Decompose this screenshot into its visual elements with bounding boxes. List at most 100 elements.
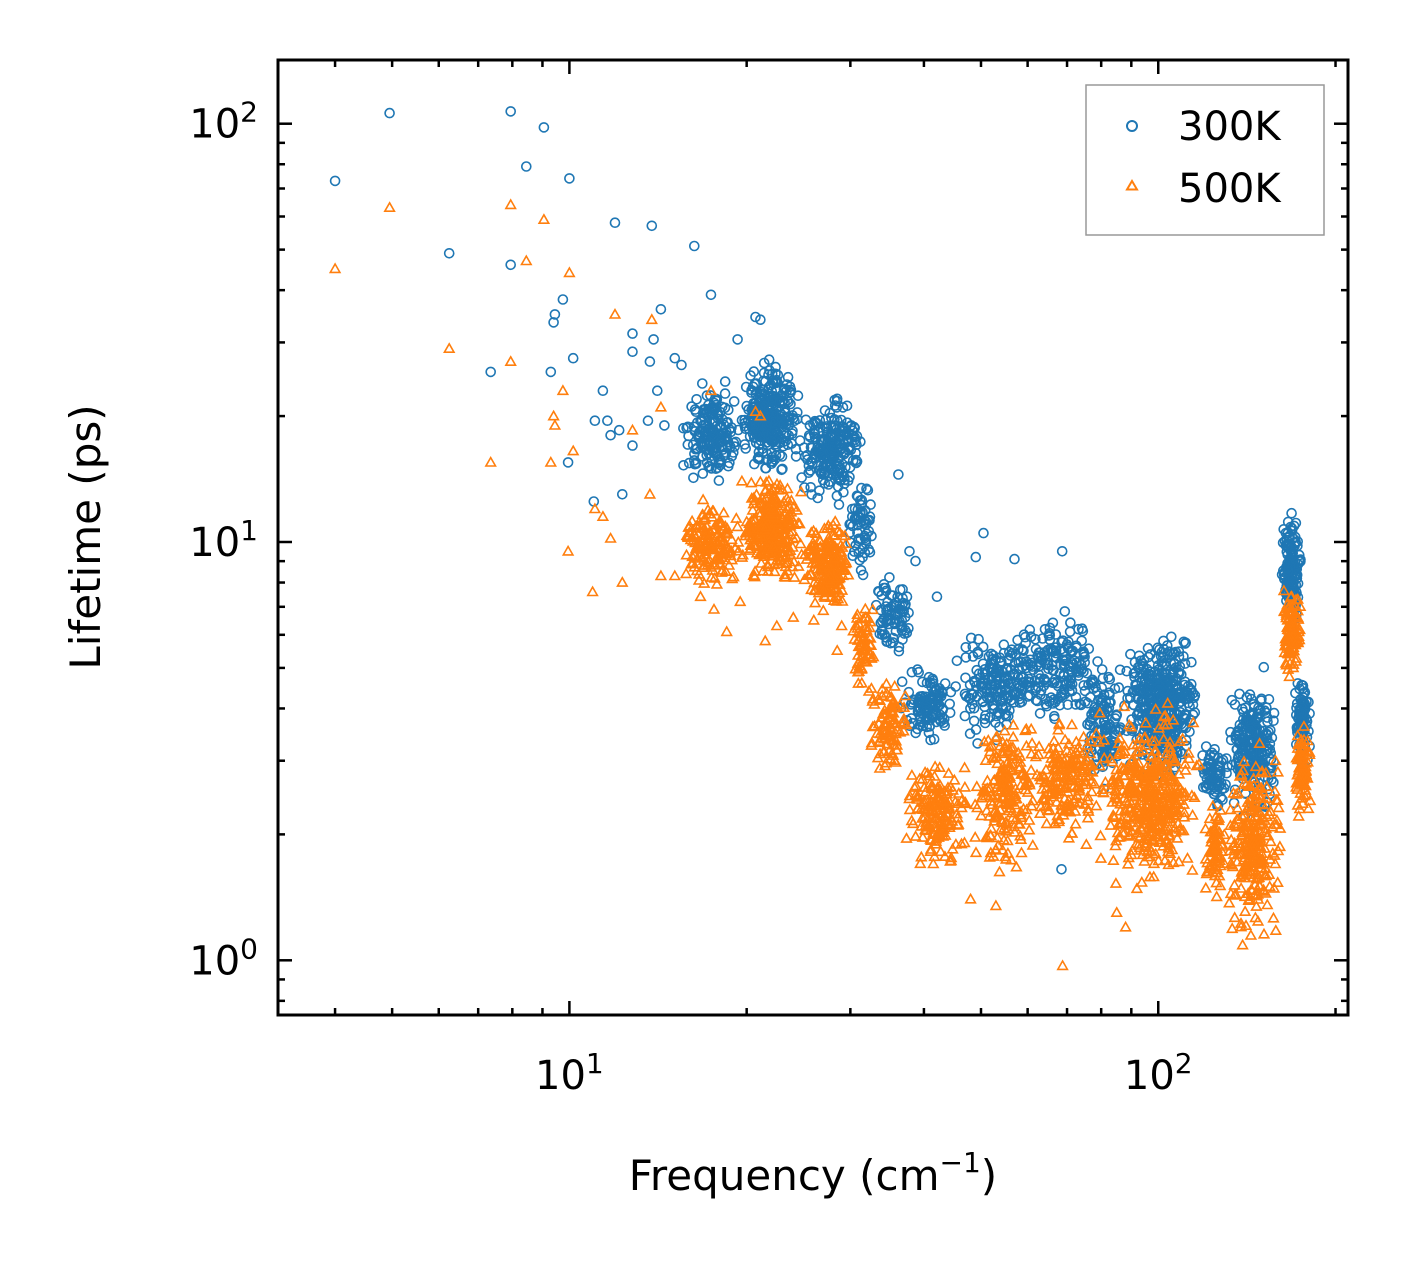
data-point-500k-1628 <box>1118 739 1131 751</box>
data-point-500k-118 <box>686 556 699 568</box>
data-point-500k-1690 <box>1166 843 1179 855</box>
data-point-500k-770 <box>899 689 912 701</box>
data-point-500k-1807 <box>1114 804 1127 816</box>
data-point-500k-1634 <box>1124 720 1138 732</box>
data-point-300k-1113 <box>989 679 1000 690</box>
data-point-500k-2429 <box>835 619 848 631</box>
data-point-300k-170 <box>703 436 714 448</box>
data-point-500k-155 <box>697 513 711 525</box>
data-point-500k-85 <box>688 548 701 560</box>
data-point-500k-399 <box>767 549 780 561</box>
data-point-300k-835 <box>884 572 895 583</box>
data-point-300k-665 <box>824 407 836 419</box>
data-point-300k-1807 <box>1134 685 1146 696</box>
data-point-500k-1783 <box>1147 857 1161 869</box>
data-point-500k-2195 <box>1253 839 1267 851</box>
data-point-500k-1551 <box>1090 799 1103 811</box>
data-point-500k-2127 <box>1226 922 1239 934</box>
data-point-300k-1821 <box>1172 683 1184 695</box>
data-point-300k-2393 <box>485 366 497 378</box>
data-point-500k-2410 <box>616 576 629 587</box>
data-point-500k-2422 <box>720 625 733 637</box>
data-point-500k-1001 <box>931 780 945 792</box>
data-point-300k-1684 <box>1121 665 1132 677</box>
data-point-300k-2441 <box>1056 863 1067 875</box>
data-point-300k-1908 <box>1206 747 1218 759</box>
data-point-500k-2170 <box>1257 884 1270 896</box>
data-point-500k-106 <box>680 548 693 560</box>
data-point-300k-1313 <box>1033 647 1045 658</box>
data-point-300k-161 <box>683 457 695 469</box>
data-point-500k-1067 <box>1006 763 1019 775</box>
data-point-500k-2197 <box>1254 831 1267 843</box>
data-point-500k-1029 <box>978 735 991 747</box>
data-point-500k-1771 <box>1161 820 1174 832</box>
data-point-500k-2432 <box>1110 906 1123 918</box>
data-point-300k-465 <box>767 395 779 407</box>
data-point-300k-735 <box>863 544 875 556</box>
data-point-500k-1179 <box>988 814 1001 826</box>
data-point-500k-677 <box>852 617 865 628</box>
data-point-300k-1302 <box>1066 684 1078 696</box>
data-point-300k-1307 <box>1022 691 1034 702</box>
data-point-300k-688 <box>831 490 843 502</box>
data-point-500k-1722 <box>1157 732 1170 744</box>
data-point-300k-957 <box>906 666 918 678</box>
data-point-500k-688 <box>860 620 873 632</box>
data-point-500k-2111 <box>1269 754 1282 766</box>
data-point-300k-362 <box>763 354 775 366</box>
data-point-500k-971 <box>936 825 950 837</box>
data-point-300k-839 <box>890 607 902 618</box>
data-point-500k-1344 <box>1040 781 1053 793</box>
data-point-300k-952 <box>924 720 936 732</box>
data-point-500k-119 <box>717 506 730 518</box>
data-point-300k-2432 <box>845 420 857 431</box>
data-point-500k-2382 <box>1293 774 1306 786</box>
data-point-300k-1082 <box>964 728 976 740</box>
data-point-500k-1703 <box>1131 737 1144 749</box>
data-point-500k-1922 <box>1203 812 1216 824</box>
data-point-500k-708 <box>850 611 864 623</box>
data-point-500k-1895 <box>1206 799 1219 811</box>
data-point-500k-152 <box>706 510 719 522</box>
data-point-300k-1204 <box>1034 708 1046 719</box>
data-point-500k-2184 <box>1228 836 1241 848</box>
data-point-300k-1110 <box>972 646 984 658</box>
data-point-500k-1200 <box>1001 761 1015 773</box>
data-point-300k-1317 <box>1054 699 1065 711</box>
data-point-300k-24 <box>678 459 689 471</box>
data-point-300k-349 <box>770 361 781 373</box>
data-point-500k-1711 <box>1190 759 1203 771</box>
data-point-500k-1062 <box>1008 825 1021 837</box>
data-point-500k-158 <box>703 538 716 550</box>
data-point-500k-1746 <box>1167 809 1181 821</box>
data-point-300k-133 <box>689 448 700 460</box>
data-point-300k-821 <box>893 641 905 653</box>
data-point-500k-848 <box>946 783 959 795</box>
data-point-500k-632 <box>824 539 837 550</box>
data-point-500k-134 <box>710 534 724 546</box>
data-point-500k-459 <box>774 553 787 565</box>
data-point-500k-1675 <box>1163 741 1177 753</box>
data-point-500k-1781 <box>1109 784 1122 796</box>
data-point-300k-758 <box>852 519 864 531</box>
data-point-500k-818 <box>873 735 886 747</box>
data-point-300k-2063 <box>1225 726 1236 738</box>
data-point-500k-1336 <box>1040 817 1053 829</box>
data-point-500k-26 <box>710 577 724 589</box>
data-point-300k-426 <box>756 386 767 398</box>
data-point-500k-1652 <box>1152 721 1166 733</box>
data-point-300k-479 <box>762 407 774 419</box>
data-point-500k-2409 <box>608 307 622 319</box>
data-point-300k-1236 <box>1039 674 1050 686</box>
data-point-500k-438 <box>771 505 784 516</box>
data-point-300k-2050 <box>1266 774 1277 786</box>
data-point-300k-2153 <box>1235 765 1246 777</box>
data-point-500k-1189 <box>993 775 1006 787</box>
data-point-500k-436 <box>759 483 772 495</box>
data-point-300k-2434 <box>904 545 915 557</box>
data-point-500k-1202 <box>1025 736 1039 748</box>
data-point-500k-2407 <box>596 510 610 522</box>
data-point-500k-1841 <box>1155 814 1168 826</box>
